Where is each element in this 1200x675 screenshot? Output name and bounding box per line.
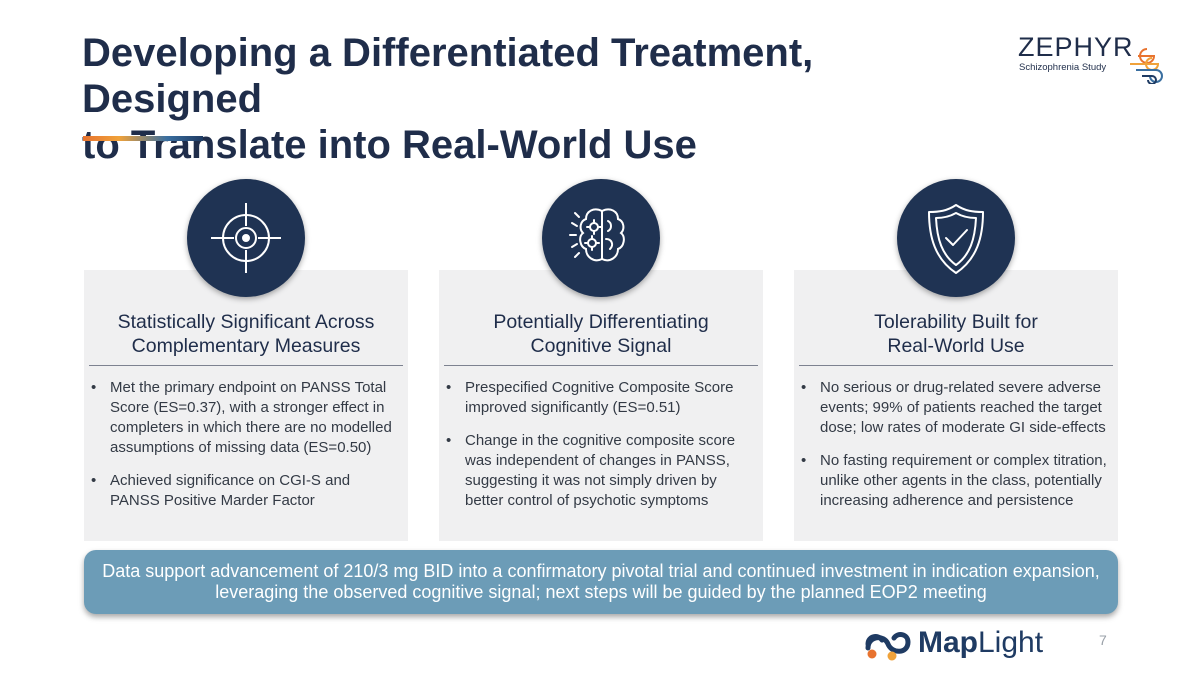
maplight-wordmark-light: Light	[978, 626, 1044, 659]
card-divider	[89, 365, 403, 366]
card-heading-line: Real-World Use	[887, 335, 1025, 357]
maplight-wordmark-bold: Map	[918, 626, 978, 659]
slide-title: Developing a Differentiated Treatment, D…	[82, 30, 1002, 168]
card-heading-line: Cognitive Signal	[530, 335, 672, 357]
card-heading-line: Complementary Measures	[131, 335, 361, 357]
banner-line-2: leveraging the observed cognitive signal…	[215, 582, 987, 602]
bullet-item: No serious or drug-related severe advers…	[801, 378, 1110, 438]
card-divider	[799, 365, 1113, 366]
card-heading: Potentially Differentiating Cognitive Si…	[449, 310, 753, 358]
bullet-item: Prespecified Cognitive Composite Score i…	[446, 378, 755, 418]
zephyr-wind-icon	[1130, 48, 1163, 84]
bullet-item: No fasting requirement or complex titrat…	[801, 451, 1110, 511]
slide-title-line-1: Developing a Differentiated Treatment, D…	[82, 31, 814, 121]
card-statistical-significance: Statistically Significant Across Complem…	[84, 270, 408, 541]
card-bullet-list: Prespecified Cognitive Composite Score i…	[439, 378, 755, 524]
card-heading: Statistically Significant Across Complem…	[94, 310, 398, 358]
card-bullet-list: Met the primary endpoint on PANSS Total …	[84, 378, 400, 524]
bullet-item: Change in the cognitive composite score …	[446, 431, 755, 511]
slide-title-line-2: to Translate into Real-World Use	[82, 123, 697, 167]
card-heading-line: Potentially Differentiating	[493, 311, 709, 333]
shield-check-icon	[928, 204, 984, 274]
card-heading-line: Statistically Significant Across	[117, 311, 375, 333]
maplight-mark-icon	[865, 632, 911, 661]
shield-check-icon-badge	[897, 179, 1015, 297]
title-accent-bar	[83, 136, 203, 141]
zephyr-logo-subtitle: Schizophrenia Study	[1019, 62, 1107, 73]
target-icon-badge	[187, 179, 305, 297]
brain-gears-icon-badge	[542, 179, 660, 297]
zephyr-logo-name: ZEPHYR	[1018, 32, 1134, 62]
card-divider	[444, 365, 758, 366]
card-tolerability: Tolerability Built for Real-World Use No…	[794, 270, 1118, 541]
maplight-logo: MapLight	[862, 626, 1062, 666]
bullet-item: Met the primary endpoint on PANSS Total …	[91, 378, 400, 458]
bullet-item: Achieved significance on CGI-S and PANSS…	[91, 471, 400, 511]
card-cognitive-signal: Potentially Differentiating Cognitive Si…	[439, 270, 763, 541]
card-heading-line: Tolerability Built for	[874, 311, 1038, 333]
brain-gears-icon	[569, 208, 625, 262]
target-icon	[211, 203, 281, 273]
card-bullet-list: No serious or drug-related severe advers…	[794, 378, 1110, 524]
conclusion-banner: Data support advancement of 210/3 mg BID…	[84, 550, 1118, 614]
zephyr-logo: ZEPHYR Schizophrenia Study	[1016, 32, 1176, 92]
page-number: 7	[1099, 632, 1107, 648]
banner-line-1: Data support advancement of 210/3 mg BID…	[102, 561, 1100, 581]
maplight-wordmark: MapLight	[918, 626, 1043, 660]
card-heading: Tolerability Built for Real-World Use	[804, 310, 1108, 358]
